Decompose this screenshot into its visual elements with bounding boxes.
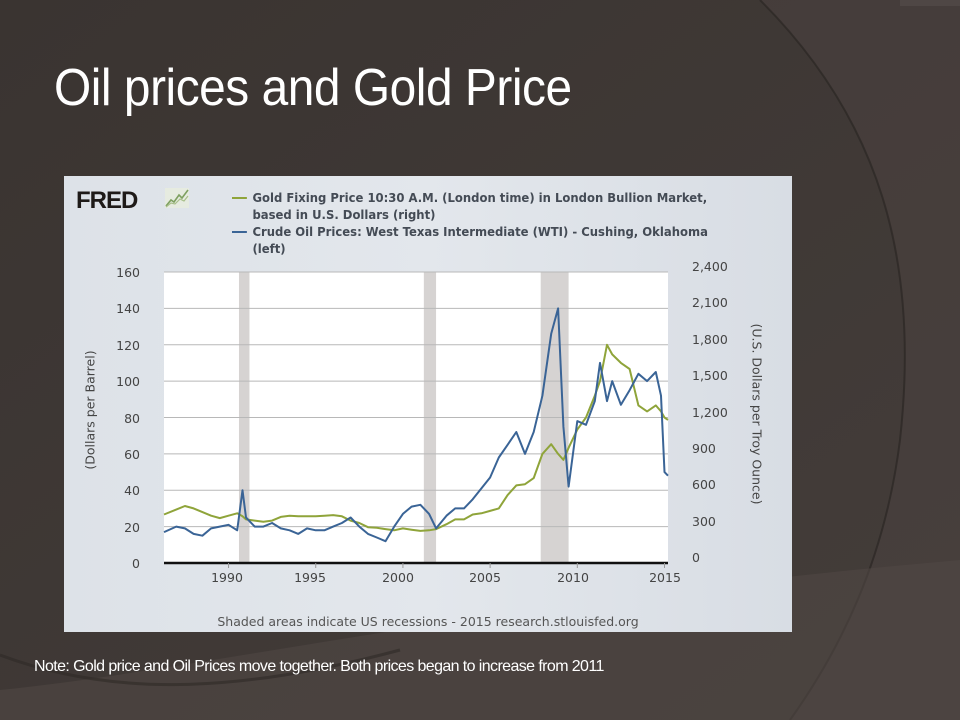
chart-legend: Gold Fixing Price 10:30 A.M. (London tim… xyxy=(232,189,732,257)
source-note: Shaded areas indicate US recessions - 20… xyxy=(217,614,639,629)
y-left-tick: 40 xyxy=(124,483,140,498)
y-left-tick: 140 xyxy=(116,301,140,316)
legend-label-gold: Gold Fixing Price 10:30 A.M. (London tim… xyxy=(252,190,708,222)
y-right-tick: 300 xyxy=(692,514,716,529)
y-right-tick: 900 xyxy=(692,441,716,456)
y-left-tick: 100 xyxy=(116,374,140,389)
x-tick: 1995 xyxy=(294,570,326,585)
legend-swatch-gold xyxy=(232,197,247,199)
y-right-tick: 1,200 xyxy=(692,405,728,420)
slide-title: Oil prices and Gold Price xyxy=(54,59,572,117)
x-tick: 2005 xyxy=(469,570,501,585)
y-left-tick: 20 xyxy=(124,520,140,535)
legend-swatch-oil xyxy=(232,231,247,233)
legend-item-oil: Crude Oil Prices: West Texas Intermediat… xyxy=(232,223,736,257)
y-left-tick: 0 xyxy=(132,556,140,571)
y-right-tick: 1,800 xyxy=(692,332,728,347)
y-left-tick: 120 xyxy=(116,338,140,353)
x-tick: 2010 xyxy=(557,570,589,585)
y-right-tick: 1,500 xyxy=(692,368,728,383)
slide-note: Note: Gold price and Oil Prices move tog… xyxy=(34,658,604,675)
y-axis-left-label: (Dollars per Barrel) xyxy=(82,350,98,470)
fred-chart: FRED Gold Fixing Price 10:30 A.M. (Londo… xyxy=(64,176,792,632)
y-right-tick: 2,400 xyxy=(692,259,728,274)
legend-item-gold: Gold Fixing Price 10:30 A.M. (London tim… xyxy=(232,189,736,223)
x-tick: 1990 xyxy=(211,570,243,585)
fred-logo: FRED xyxy=(76,187,138,214)
plot-area xyxy=(163,271,669,568)
y-right-tick: 2,100 xyxy=(692,295,728,310)
chart-growth-icon xyxy=(165,188,189,208)
series-line-oil xyxy=(163,307,669,543)
y-right-tick: 600 xyxy=(692,477,716,492)
legend-label-oil: Crude Oil Prices: West Texas Intermediat… xyxy=(252,224,708,256)
y-left-tick: 80 xyxy=(124,411,140,426)
y-axis-right-label: (U.S. Dollars per Troy Ounce) xyxy=(749,323,765,505)
y-left-tick: 160 xyxy=(116,265,140,280)
y-left-tick: 60 xyxy=(124,447,140,462)
x-tick: 2000 xyxy=(382,570,414,585)
x-tick: 2015 xyxy=(649,570,681,585)
y-right-tick: 0 xyxy=(692,550,700,565)
